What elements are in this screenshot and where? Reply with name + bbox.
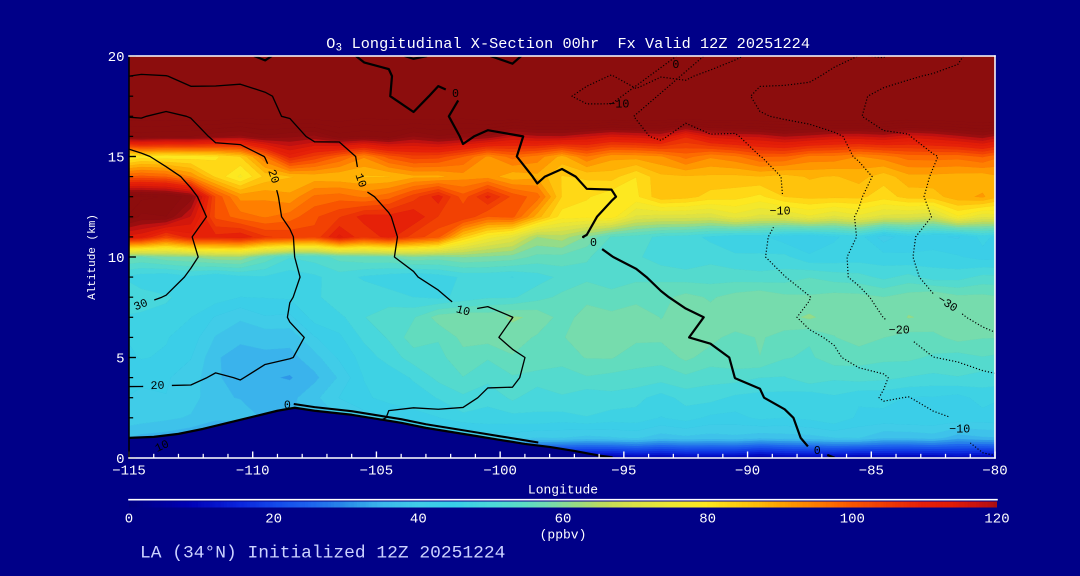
svg-text:0: 0 [125,512,133,528]
svg-text:−20: −20 [889,323,910,337]
svg-text:−110: −110 [236,463,270,479]
svg-text:0: 0 [452,87,459,101]
svg-text:−10: −10 [770,204,791,218]
svg-text:−10: −10 [608,97,629,111]
svg-text:40: 40 [410,512,427,528]
svg-text:20: 20 [264,168,282,186]
svg-text:Longitude: Longitude [528,482,598,497]
svg-text:−10: −10 [949,422,970,436]
svg-text:80: 80 [699,512,716,528]
svg-text:0: 0 [672,58,679,72]
svg-text:O L o n: O L o n g i t u d i n a l X - S e c t i … [326,30,823,55]
svg-text:(ppbv): (ppbv) [540,527,587,542]
svg-text:20: 20 [108,50,125,66]
svg-text:5: 5 [116,352,124,368]
svg-text:120: 120 [984,512,1009,528]
svg-text:−90: −90 [735,463,760,479]
svg-text:20: 20 [265,512,282,528]
svg-text:0: 0 [284,398,291,412]
svg-text:30: 30 [132,296,150,314]
svg-text:−95: −95 [611,463,636,479]
svg-text:20: 20 [150,379,165,394]
svg-text:10: 10 [153,437,172,456]
svg-text:100: 100 [840,512,865,528]
svg-text:60: 60 [555,512,572,528]
svg-text:−105: −105 [360,463,394,479]
svg-text:15: 15 [108,151,125,167]
svg-text:0: 0 [814,444,821,458]
svg-text:10: 10 [108,251,125,267]
svg-text:10: 10 [454,302,471,319]
svg-text:−80: −80 [982,463,1007,479]
svg-text:−100: −100 [483,463,517,479]
svg-text:−85: −85 [859,463,884,479]
svg-text:−115: −115 [112,463,146,479]
svg-text:LA (34°N) Initialized 12Z 2025: LA (34°N) Initialized 12Z 20251224 [140,544,505,564]
svg-text:0: 0 [116,452,124,468]
svg-text:Altitude (km): Altitude (km) [87,214,99,300]
svg-text:10: 10 [352,172,370,190]
svg-text:0: 0 [590,236,597,250]
